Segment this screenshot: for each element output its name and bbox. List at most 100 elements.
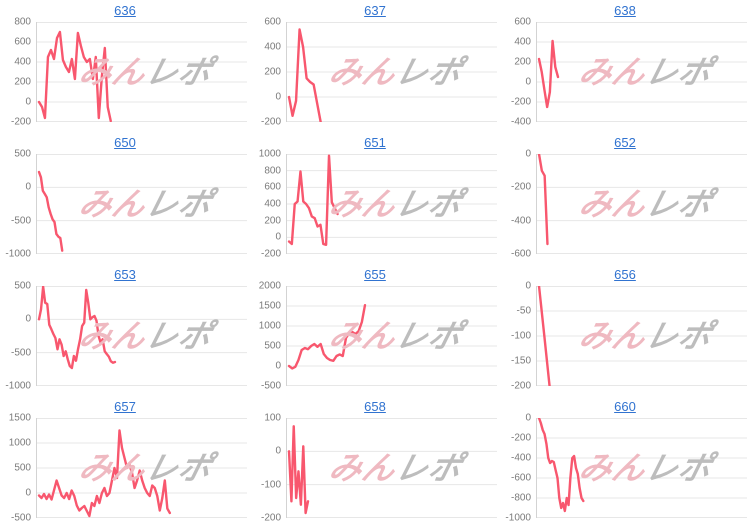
y-tick-label: 1000 (258, 148, 281, 160)
chart-title-link[interactable]: 651 (364, 135, 386, 150)
chart-title-link[interactable]: 655 (364, 267, 386, 282)
y-axis-labels: 500 0 -500 -1000 (0, 149, 36, 260)
chart-title: 660 (500, 396, 750, 418)
chart-panel: 657 1500 1000 500 0 -500 みんレポ (0, 396, 250, 528)
y-tick-label: -200 (10, 116, 31, 128)
chart-title-link[interactable]: 636 (114, 3, 136, 18)
y-tick-label: -200 (260, 116, 281, 128)
y-tick-label: 0 (275, 91, 281, 103)
chart-title-link[interactable]: 653 (114, 267, 136, 282)
y-tick-label: 0 (25, 487, 31, 499)
chart-title-link[interactable]: 650 (114, 135, 136, 150)
y-tick-label: 1000 (258, 320, 281, 332)
chart-panel: 637 600 400 200 0 -200 みんレポ (250, 0, 500, 132)
y-tick-label: -600 (510, 472, 531, 484)
plot-area: みんレポ (536, 22, 747, 122)
line-chart-svg (36, 154, 247, 254)
y-axis-labels: 0 -50 -100 -150 -200 (500, 281, 536, 392)
y-tick-label: -1000 (505, 512, 531, 524)
y-tick-label: -200 (510, 432, 531, 444)
line-chart-svg (536, 418, 747, 518)
y-tick-label: -1000 (5, 248, 31, 260)
data-line (537, 286, 551, 386)
y-axis-labels: 800 600 400 200 0 -200 (0, 17, 36, 128)
plot-area: みんレポ (36, 418, 247, 518)
chart-panel: 653 500 0 -500 -1000 みんレポ (0, 264, 250, 396)
y-tick-label: 500 (264, 340, 281, 352)
y-tick-label: 600 (514, 16, 531, 28)
y-tick-label: 500 (14, 280, 31, 292)
y-tick-label: -500 (10, 215, 31, 227)
plot-area: みんレポ (286, 22, 497, 122)
y-tick-label: 400 (514, 36, 531, 48)
chart-panel: 650 500 0 -500 -1000 みんレポ (0, 132, 250, 264)
y-tick-label: -500 (10, 512, 31, 524)
y-tick-label: 100 (264, 412, 281, 424)
chart-title-link[interactable]: 638 (614, 3, 636, 18)
y-axis-labels: 0 -200 -400 -600 -800 -1000 (500, 413, 536, 524)
plot-row: 100 0 -100 -200 みんレポ (250, 413, 500, 524)
y-tick-label: 0 (275, 360, 281, 372)
data-line (287, 425, 310, 515)
y-tick-label: 200 (264, 215, 281, 227)
y-tick-label: 0 (275, 231, 281, 243)
chart-title-link[interactable]: 658 (364, 399, 386, 414)
y-tick-label: 200 (264, 66, 281, 78)
y-tick-label: 0 (525, 412, 531, 424)
y-tick-label: -400 (510, 116, 531, 128)
plot-row: 600 400 200 0 -200 みんレポ (250, 17, 500, 128)
y-tick-label: 0 (275, 445, 281, 457)
chart-title-link[interactable]: 652 (614, 135, 636, 150)
line-chart-svg (536, 286, 747, 386)
chart-panel: 660 0 -200 -400 -600 -800 -1000 みんレポ (500, 396, 750, 528)
plot-row: 0 -200 -400 -600 -800 -1000 みんレポ (500, 413, 750, 524)
y-tick-label: -200 (260, 512, 281, 524)
plot-row: 800 600 400 200 0 -200 みんレポ (0, 17, 250, 128)
y-tick-label: -200 (260, 248, 281, 260)
chart-panel: 652 0 -200 -400 -600 みんレポ (500, 132, 750, 264)
data-line (537, 39, 560, 109)
plot-area: みんレポ (286, 418, 497, 518)
plot-row: 1000 800 600 400 200 0 -200 みんレポ (250, 149, 500, 260)
y-tick-label: -100 (260, 479, 281, 491)
chart-panel: 656 0 -50 -100 -150 -200 みんレポ (500, 264, 750, 396)
line-chart-svg (286, 154, 497, 254)
y-tick-label: 600 (14, 36, 31, 48)
y-tick-label: 0 (525, 76, 531, 88)
y-axis-labels: 600 400 200 0 -200 (250, 17, 286, 128)
data-line (37, 429, 172, 518)
y-tick-label: 600 (264, 16, 281, 28)
chart-title-link[interactable]: 637 (364, 3, 386, 18)
plot-row: 0 -200 -400 -600 みんレポ (500, 149, 750, 260)
y-tick-label: 200 (14, 76, 31, 88)
line-chart-svg (536, 154, 747, 254)
chart-title-link[interactable]: 657 (114, 399, 136, 414)
y-axis-labels: 1000 800 600 400 200 0 -200 (250, 149, 286, 260)
line-chart-svg (36, 286, 247, 386)
chart-title: 655 (250, 264, 500, 286)
plot-area: みんレポ (536, 286, 747, 386)
data-line (537, 418, 585, 513)
y-axis-labels: 100 0 -100 -200 (250, 413, 286, 524)
chart-title-link[interactable]: 660 (614, 399, 636, 414)
y-tick-label: -600 (510, 248, 531, 260)
data-line (287, 304, 367, 370)
data-line (287, 28, 322, 122)
y-tick-label: 400 (264, 198, 281, 210)
y-tick-label: 500 (14, 462, 31, 474)
chart-title: 656 (500, 264, 750, 286)
y-tick-label: -500 (10, 347, 31, 359)
plot-area: みんレポ (36, 286, 247, 386)
y-tick-label: 400 (264, 41, 281, 53)
chart-title: 651 (250, 132, 500, 154)
chart-title-link[interactable]: 656 (614, 267, 636, 282)
plot-row: 500 0 -500 -1000 みんレポ (0, 281, 250, 392)
y-axis-labels: 0 -200 -400 -600 (500, 149, 536, 260)
plot-area: みんレポ (286, 154, 497, 254)
chart-panel: 636 800 600 400 200 0 -200 みんレポ (0, 0, 250, 132)
chart-title: 657 (0, 396, 250, 418)
data-line (37, 170, 64, 252)
plot-area: みんレポ (536, 418, 747, 518)
plot-area: みんレポ (536, 154, 747, 254)
